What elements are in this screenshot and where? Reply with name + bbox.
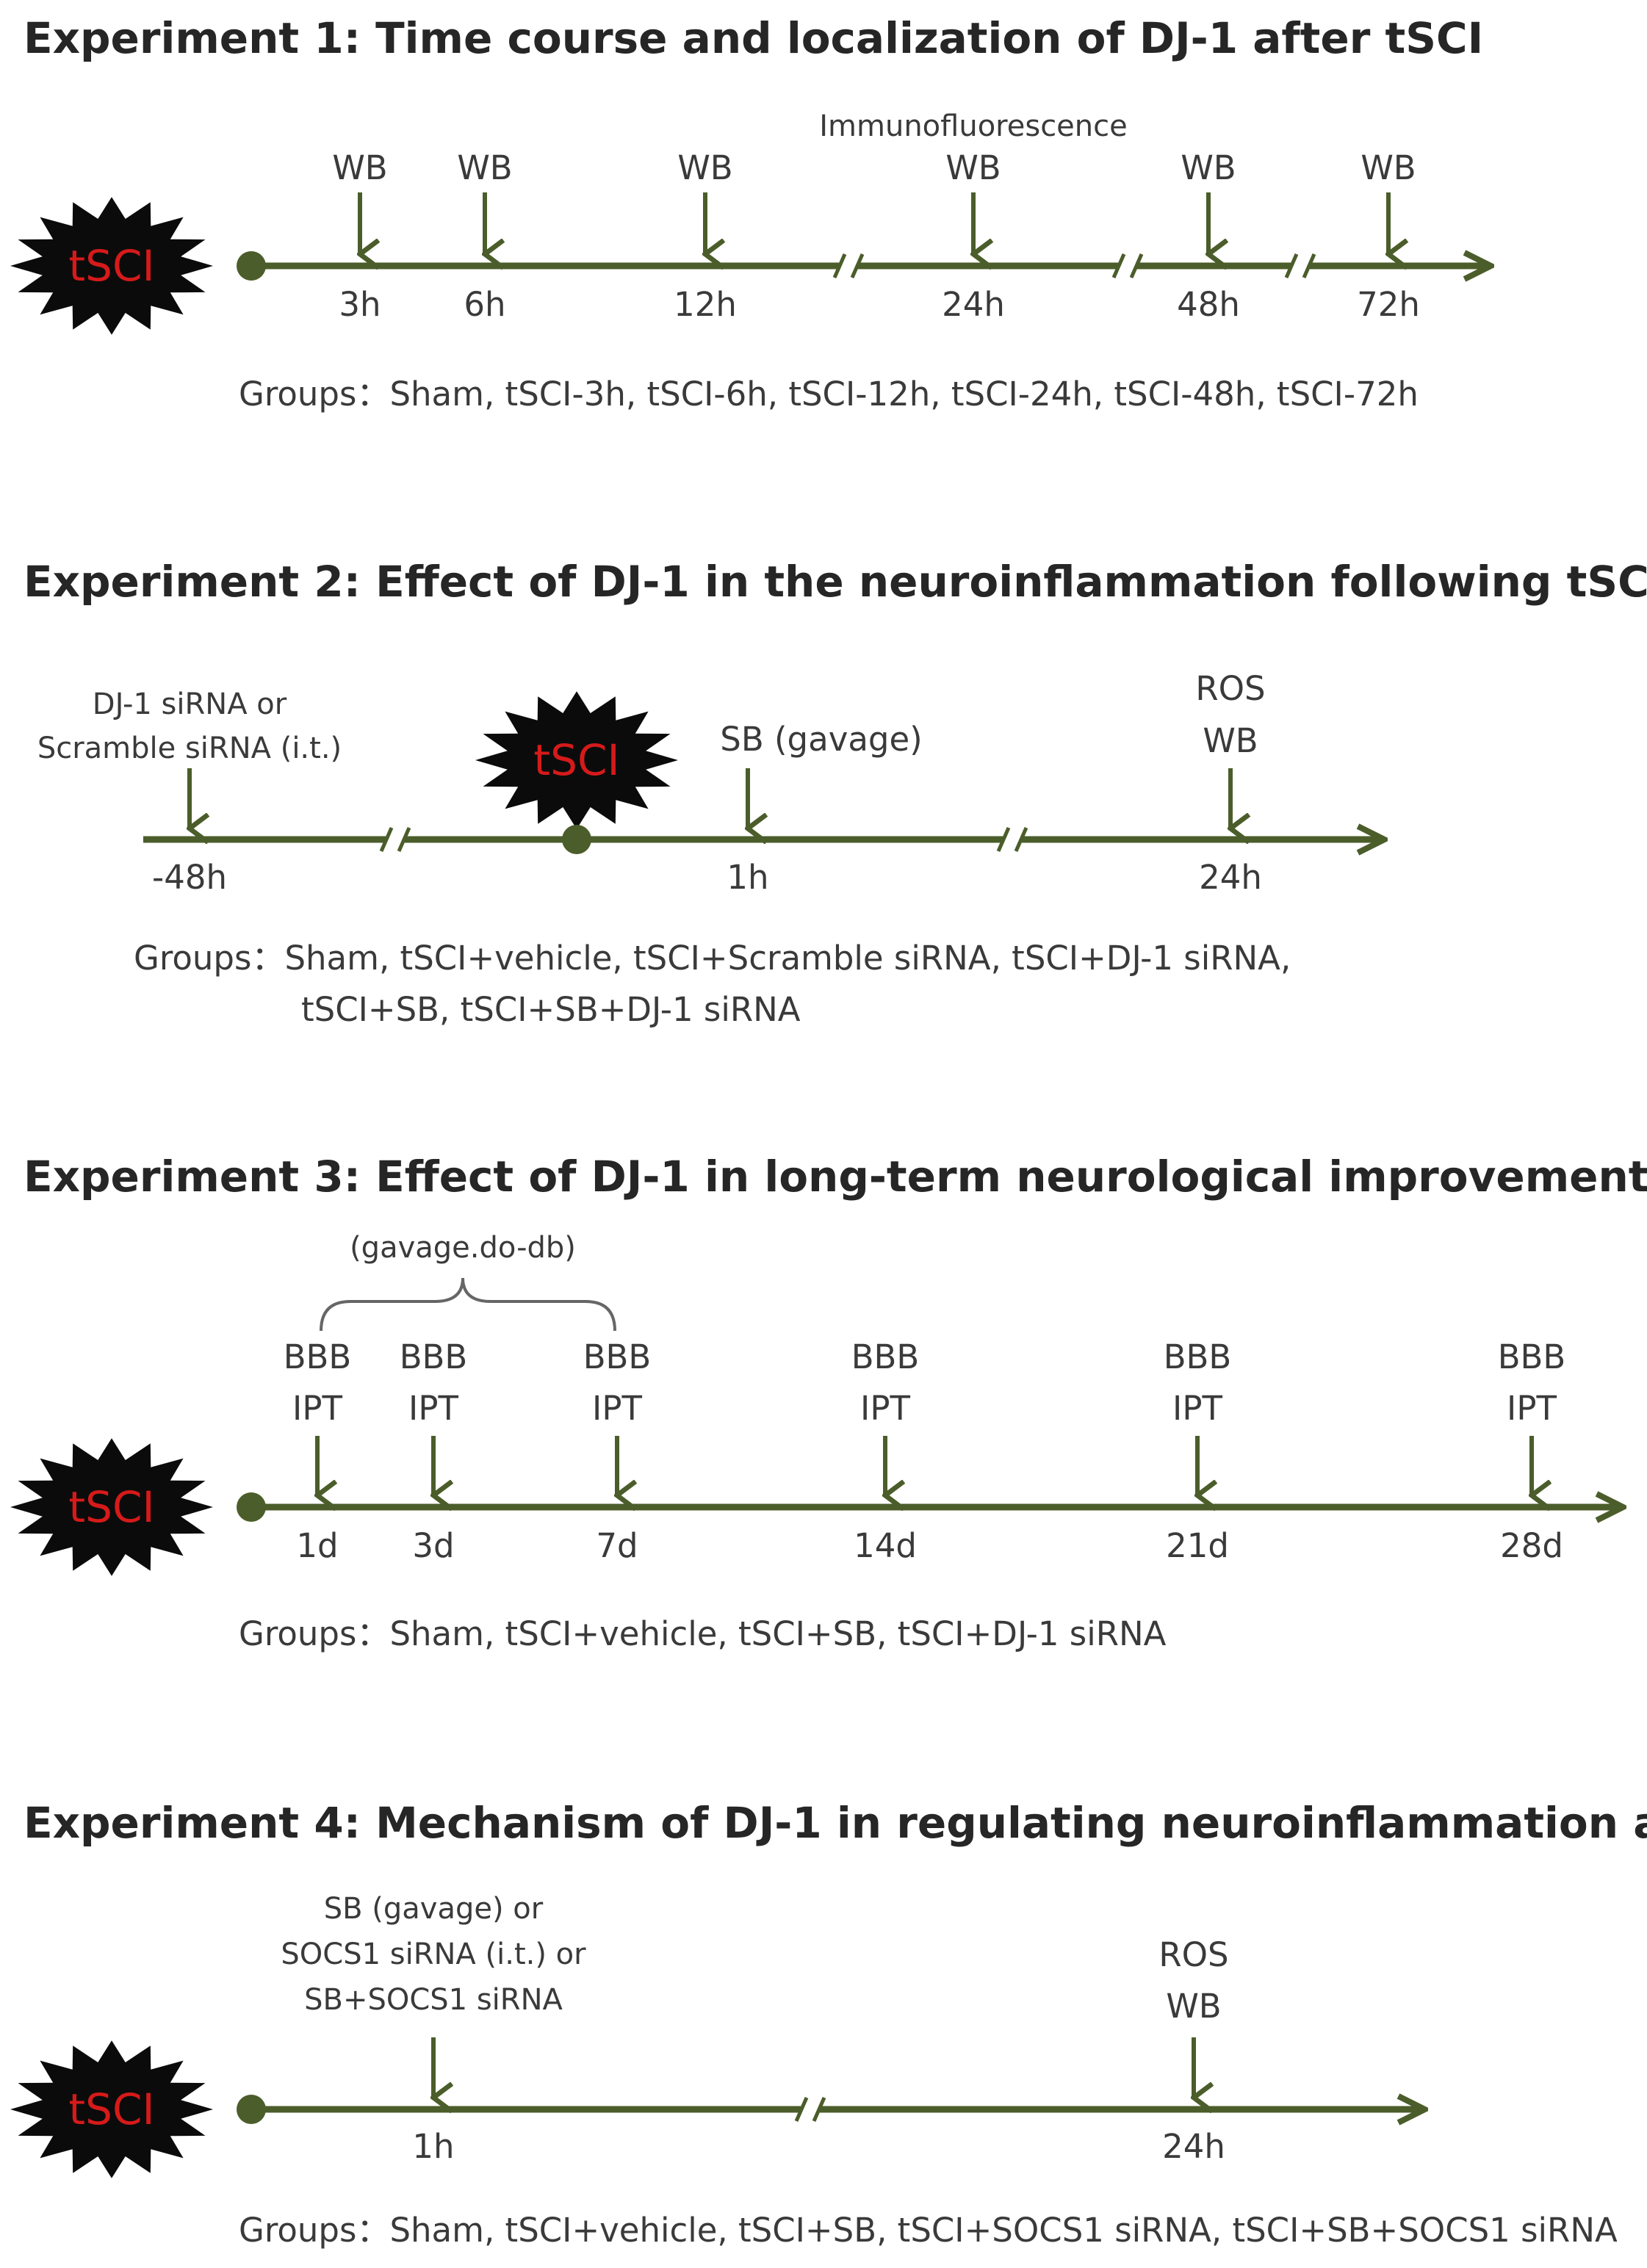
tsci-label: tSCI xyxy=(68,241,154,291)
time-label: 24h xyxy=(942,285,1005,324)
time-label: -48h xyxy=(152,858,227,897)
timepoint-48h: WB 48h xyxy=(1177,148,1240,324)
timepoint-12h: WB 12h xyxy=(674,148,737,324)
timepoint-1h: SB (gavage) or SOCS1 siRNA (i.t.) or SB+… xyxy=(281,1892,586,2166)
timepoint-minus-48h: DJ-1 siRNA or Scramble siRNA (i.t.) -48h xyxy=(37,687,342,897)
tsci-burst-2: tSCI xyxy=(475,691,678,829)
measure-label: IPT xyxy=(408,1389,458,1428)
measure-label: BBB xyxy=(1498,1337,1566,1376)
experiment-4: Experiment 4: Mechanism of DJ-1 in regul… xyxy=(10,1798,1647,2250)
measure-label: WB xyxy=(1166,1987,1221,2026)
timeline-start-dot xyxy=(237,1492,266,1522)
timeline-start-dot xyxy=(237,2095,266,2124)
groups-text: Groups：Sham, tSCI+vehicle, tSCI+SB, tSCI… xyxy=(239,1614,1167,1653)
timepoint-1h: SB (gavage) 1h xyxy=(720,720,922,897)
measure-label: BBB xyxy=(1164,1337,1232,1376)
experiment-1: Experiment 1: Time course and localizati… xyxy=(10,13,1488,413)
time-label: 3h xyxy=(339,285,381,324)
timepoint-14d: BBB IPT 14d xyxy=(851,1337,920,1565)
measure-label: ROS xyxy=(1158,1935,1228,1974)
timepoint-3d: BBB IPT 3d xyxy=(400,1337,468,1565)
experiment-3-title: Experiment 3: Effect of DJ-1 in long-ter… xyxy=(24,1152,1647,1202)
timepoint-24h: WB 24h xyxy=(942,148,1005,324)
measure-label: IPT xyxy=(1507,1389,1557,1428)
timepoint-24h: ROS WB 24h xyxy=(1195,669,1265,897)
experiment-1-title: Experiment 1: Time course and localizati… xyxy=(24,13,1483,63)
treatment-label: SOCS1 siRNA (i.t.) or xyxy=(281,1937,586,1971)
treatment-label: SB (gavage) xyxy=(720,720,922,759)
measure-label: WB xyxy=(945,148,1001,187)
time-label: 48h xyxy=(1177,285,1240,324)
time-label: 6h xyxy=(464,285,505,324)
injury-dot xyxy=(562,825,591,854)
time-label: 1h xyxy=(412,2127,454,2166)
time-label: 28d xyxy=(1500,1526,1563,1565)
measure-label: IPT xyxy=(292,1389,342,1428)
measure-label: IPT xyxy=(860,1389,910,1428)
tsci-label: tSCI xyxy=(68,1482,154,1532)
timepoint-3h: WB 3h xyxy=(332,148,387,324)
measure-label: WB xyxy=(1181,148,1236,187)
axis-break xyxy=(794,2096,826,2123)
groups-text: tSCI+SB, tSCI+SB+DJ-1 siRNA xyxy=(301,990,801,1029)
time-label: 14d xyxy=(854,1526,917,1565)
timepoint-1d: BBB IPT 1d xyxy=(284,1337,352,1565)
timepoint-6h: WB 6h xyxy=(457,148,512,324)
measure-label: BBB xyxy=(284,1337,352,1376)
axis-break xyxy=(1284,253,1316,279)
brace-label: (gavage.do-db) xyxy=(350,1231,576,1265)
time-label: 12h xyxy=(674,285,737,324)
measure-label: WB xyxy=(1361,148,1416,187)
measure-label: BBB xyxy=(851,1337,920,1376)
treatment-label: Scramble siRNA (i.t.) xyxy=(37,732,342,765)
timepoint-72h: WB 72h xyxy=(1357,148,1420,324)
experiment-2: Experiment 2: Effect of DJ-1 in the neur… xyxy=(24,557,1647,1029)
experiment-3: Experiment 3: Effect of DJ-1 in long-ter… xyxy=(10,1152,1647,1653)
timepoint-28d: BBB IPT 28d xyxy=(1498,1337,1566,1565)
measure-label: WB xyxy=(457,148,512,187)
treatment-label: SB (gavage) or xyxy=(324,1892,544,1926)
tsci-burst-3: tSCI xyxy=(10,1438,213,1576)
measure-label: ROS xyxy=(1195,669,1265,708)
tsci-label: tSCI xyxy=(533,735,619,785)
axis-break xyxy=(1111,253,1144,279)
axis-break xyxy=(379,826,411,853)
treatment-label: DJ-1 siRNA or xyxy=(93,687,287,721)
time-label: 24h xyxy=(1199,858,1262,897)
treatment-brace xyxy=(320,1277,616,1332)
measure-label: WB xyxy=(1203,721,1258,760)
measure-label: WB xyxy=(677,148,732,187)
time-label: 24h xyxy=(1162,2127,1225,2166)
time-label: 21d xyxy=(1166,1526,1229,1565)
time-label: 1d xyxy=(296,1526,338,1565)
experiment-4-title: Experiment 4: Mechanism of DJ-1 in regul… xyxy=(24,1798,1647,1848)
timepoint-7d: BBB IPT 7d xyxy=(583,1337,652,1565)
treatment-label: SB+SOCS1 siRNA xyxy=(304,1983,563,2017)
groups-text: Groups：Sham, tSCI+vehicle, tSCI+Scramble… xyxy=(134,939,1291,978)
time-label: 7d xyxy=(596,1526,638,1565)
axis-break xyxy=(996,826,1028,853)
tsci-burst-4: tSCI xyxy=(10,2040,213,2178)
groups-text: Groups：Sham, tSCI-3h, tSCI-6h, tSCI-12h,… xyxy=(239,375,1419,413)
measure-label: IPT xyxy=(1172,1389,1222,1428)
timepoint-24h: ROS WB 24h xyxy=(1158,1935,1228,2166)
time-label: 3d xyxy=(412,1526,454,1565)
measure-label: BBB xyxy=(583,1337,652,1376)
timepoint-21d: BBB IPT 21d xyxy=(1164,1337,1232,1565)
measure-label: IPT xyxy=(592,1389,642,1428)
time-label: 1h xyxy=(727,858,768,897)
measure-label: BBB xyxy=(400,1337,468,1376)
groups-text: Groups：Sham, tSCI+vehicle, tSCI+SB, tSCI… xyxy=(239,2211,1618,2250)
experiment-2-title: Experiment 2: Effect of DJ-1 in the neur… xyxy=(24,557,1647,607)
measure-label: WB xyxy=(332,148,387,187)
time-label: 72h xyxy=(1357,285,1420,324)
tsci-label: tSCI xyxy=(68,2084,154,2134)
axis-break xyxy=(832,253,865,279)
timeline-start-dot xyxy=(237,251,266,281)
tsci-burst-1: tSCI xyxy=(10,197,213,335)
immunofluorescence-label: Immunofluorescence xyxy=(819,109,1128,143)
